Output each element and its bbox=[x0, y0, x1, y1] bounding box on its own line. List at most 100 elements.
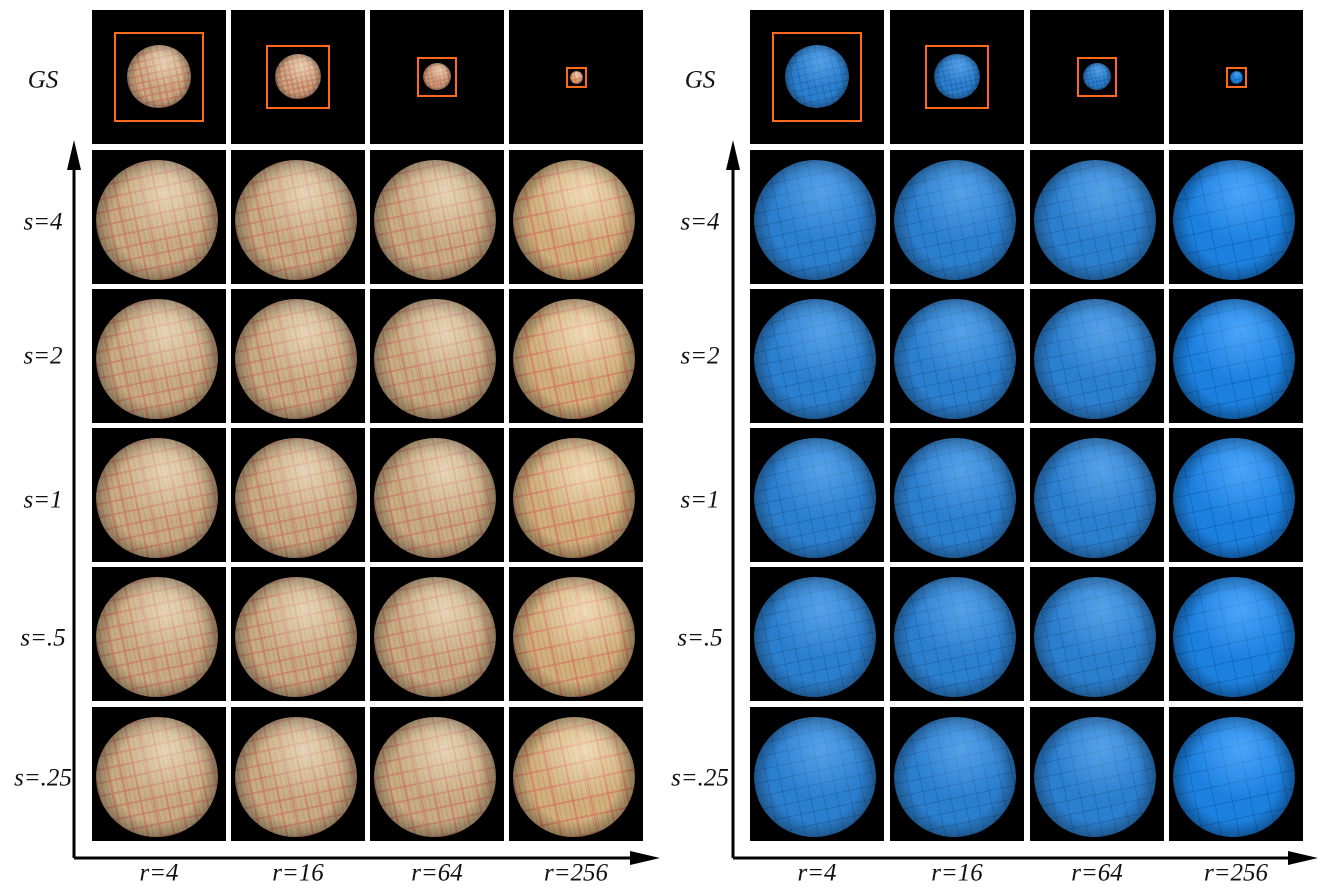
render-tile bbox=[509, 707, 643, 841]
render-tile bbox=[92, 707, 226, 841]
sphere-render bbox=[231, 150, 365, 284]
render-tile bbox=[890, 289, 1024, 423]
crop-box bbox=[772, 32, 862, 122]
gs-row-label: GS bbox=[27, 66, 59, 94]
resolution-col-label: r=64 bbox=[411, 859, 463, 887]
render-tile bbox=[92, 567, 226, 701]
scale-row-label: s=.25 bbox=[671, 764, 729, 792]
render-tile bbox=[231, 289, 365, 423]
render-tile bbox=[231, 567, 365, 701]
crop-box bbox=[565, 66, 587, 88]
render-tile bbox=[1030, 707, 1164, 841]
sphere-render bbox=[509, 567, 643, 701]
sphere-render bbox=[1169, 428, 1303, 562]
sphere-render bbox=[750, 289, 884, 423]
gs-row-label: GS bbox=[684, 66, 716, 94]
sphere-render bbox=[1169, 707, 1303, 841]
render-tile bbox=[750, 289, 884, 423]
render-tile bbox=[370, 567, 504, 701]
render-tile bbox=[509, 150, 643, 284]
scale-row-label: s=.5 bbox=[677, 624, 723, 652]
vertical-axis-arrowhead bbox=[67, 140, 81, 170]
sphere-render bbox=[1030, 428, 1164, 562]
render-tile bbox=[509, 10, 643, 144]
render-tile bbox=[231, 10, 365, 144]
render-tile bbox=[509, 428, 643, 562]
render-tile bbox=[1030, 289, 1164, 423]
render-tile bbox=[750, 150, 884, 284]
render-tile bbox=[509, 289, 643, 423]
render-tile bbox=[92, 150, 226, 284]
render-tile bbox=[509, 567, 643, 701]
resolution-col-label: r=256 bbox=[1203, 859, 1269, 887]
render-tile bbox=[1030, 150, 1164, 284]
render-tile bbox=[92, 289, 226, 423]
render-tile bbox=[1169, 10, 1303, 144]
resolution-col-label: r=4 bbox=[139, 859, 179, 887]
render-tile bbox=[750, 707, 884, 841]
sphere-render bbox=[231, 567, 365, 701]
render-tile bbox=[231, 150, 365, 284]
crop-box bbox=[266, 45, 330, 109]
render-tile bbox=[750, 10, 884, 144]
crop-box bbox=[925, 45, 989, 109]
scale-row-label: s=.5 bbox=[20, 624, 66, 652]
sphere-render bbox=[370, 289, 504, 423]
sphere-render bbox=[1030, 707, 1164, 841]
scale-row-label: s=1 bbox=[680, 486, 720, 514]
sphere-render bbox=[1169, 150, 1303, 284]
crop-box bbox=[1225, 66, 1247, 88]
sphere-render bbox=[370, 707, 504, 841]
render-tile bbox=[890, 10, 1024, 144]
sphere-render bbox=[92, 567, 226, 701]
render-tile bbox=[231, 707, 365, 841]
scale-row-label: s=2 bbox=[680, 342, 720, 370]
render-tile bbox=[370, 150, 504, 284]
sphere-render bbox=[890, 150, 1024, 284]
sphere-render bbox=[370, 150, 504, 284]
sphere-render bbox=[1169, 567, 1303, 701]
scale-row-label: s=1 bbox=[23, 486, 63, 514]
sphere-render bbox=[92, 289, 226, 423]
sphere-render bbox=[1169, 289, 1303, 423]
render-tile bbox=[231, 428, 365, 562]
render-tile bbox=[1169, 707, 1303, 841]
render-tile bbox=[370, 289, 504, 423]
scale-row-label: s=4 bbox=[23, 208, 63, 236]
render-tile bbox=[370, 10, 504, 144]
vertical-axis-arrowhead bbox=[726, 140, 740, 170]
render-tile bbox=[1169, 567, 1303, 701]
render-tile bbox=[890, 567, 1024, 701]
sphere-render bbox=[890, 289, 1024, 423]
horizontal-axis-arrowhead bbox=[630, 851, 660, 865]
scale-row-label: s=4 bbox=[680, 208, 720, 236]
sphere-render bbox=[92, 428, 226, 562]
horizontal-axis-arrowhead bbox=[1288, 851, 1318, 865]
sphere-render bbox=[890, 428, 1024, 562]
crop-box bbox=[417, 57, 457, 97]
sphere-render bbox=[509, 150, 643, 284]
render-tile bbox=[750, 428, 884, 562]
render-tile bbox=[1030, 567, 1164, 701]
render-tile bbox=[890, 428, 1024, 562]
render-tile bbox=[1169, 289, 1303, 423]
crop-box bbox=[114, 32, 204, 122]
sphere-render bbox=[92, 707, 226, 841]
render-tile bbox=[370, 707, 504, 841]
resolution-col-label: r=256 bbox=[543, 859, 609, 887]
render-tile bbox=[890, 707, 1024, 841]
resolution-col-label: r=16 bbox=[931, 859, 983, 887]
resolution-col-label: r=64 bbox=[1071, 859, 1123, 887]
sphere-render bbox=[92, 150, 226, 284]
sphere-render bbox=[370, 567, 504, 701]
sphere-render bbox=[370, 428, 504, 562]
sphere-render bbox=[1030, 567, 1164, 701]
sphere-render bbox=[231, 428, 365, 562]
sphere-render bbox=[509, 428, 643, 562]
scale-row-label: s=.25 bbox=[14, 764, 72, 792]
render-tile bbox=[1030, 428, 1164, 562]
sphere-render bbox=[231, 289, 365, 423]
sphere-render bbox=[750, 150, 884, 284]
render-tile bbox=[92, 428, 226, 562]
